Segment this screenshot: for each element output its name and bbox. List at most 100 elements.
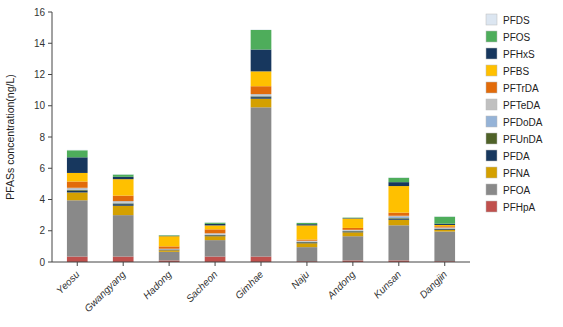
legend-swatch — [486, 48, 497, 59]
bar-segment — [113, 203, 134, 205]
y-axis-label: PFASs concentration(ng/L) — [4, 74, 16, 199]
x-tick-label: Sacheon — [184, 268, 220, 304]
legend-label: PFOA — [503, 185, 531, 196]
bar-segment — [159, 246, 180, 248]
x-tick — [123, 262, 124, 266]
legend-swatch — [486, 184, 497, 195]
y-tick-label: 12 — [34, 69, 46, 80]
legend-label: PFHxS — [503, 49, 535, 60]
bar-segment — [113, 201, 134, 203]
bar-segment — [343, 231, 364, 233]
x-tick-label: Kunsan — [371, 268, 403, 300]
bar-segment — [67, 257, 88, 262]
bar-segment — [205, 229, 226, 233]
x-tick-label: Dangjin — [417, 268, 449, 300]
bar-segment — [251, 86, 272, 94]
bar-segment — [388, 178, 409, 182]
bar-segment — [388, 219, 409, 221]
bar-segment — [67, 157, 88, 173]
bar-segment — [251, 99, 272, 108]
bar-segment — [343, 230, 364, 231]
legend-label: PFUnDA — [503, 134, 543, 145]
legend-label: PFHpA — [503, 202, 536, 213]
y-tick-label: 16 — [34, 7, 46, 18]
bar-segment — [388, 186, 409, 213]
bar-segment — [388, 220, 409, 225]
x-tick-label: Hadong — [141, 268, 174, 301]
legend-swatch — [486, 31, 497, 42]
bar-segment — [343, 231, 364, 232]
bar-segment — [205, 240, 226, 256]
x-tick — [169, 262, 170, 266]
bar-segment — [297, 247, 318, 261]
legend-swatch — [486, 150, 497, 161]
x-tick — [352, 262, 353, 266]
bar-segment — [67, 191, 88, 193]
bar-segment — [205, 224, 226, 226]
legend-label: PFOS — [503, 32, 531, 43]
bar-segment — [297, 242, 318, 243]
legend-label: PFBS — [503, 66, 529, 77]
bar-segment — [113, 204, 134, 206]
x-tick-label: Gwangyang — [82, 268, 128, 314]
bar-segment — [297, 224, 318, 225]
x-tick — [444, 262, 445, 266]
bar-segment — [159, 249, 180, 250]
x-tick — [261, 262, 262, 266]
bar-segment — [113, 179, 134, 195]
bar-segment — [251, 97, 272, 99]
legend-swatch — [486, 65, 497, 76]
y-tick-label: 8 — [39, 132, 45, 143]
bar-segment — [388, 216, 409, 217]
bar-segment — [388, 218, 409, 220]
legend-swatch — [486, 116, 497, 127]
y-tick-label: 2 — [39, 225, 45, 236]
bar-segment — [159, 235, 180, 236]
legend-label: PFTrDA — [503, 83, 539, 94]
y-tick — [48, 230, 52, 231]
bar-segment — [251, 50, 272, 72]
bar-segment — [297, 223, 318, 224]
bar-segment — [297, 241, 318, 242]
bar-segment — [67, 149, 88, 150]
bar-segment — [388, 217, 409, 218]
bar-segment — [297, 222, 318, 223]
bar-segment — [297, 225, 318, 239]
bar-segment — [113, 215, 134, 256]
bar-segment — [251, 94, 272, 96]
legend-swatch — [486, 133, 497, 144]
legend-label: PFTeDA — [503, 100, 541, 111]
bar-segment — [113, 196, 134, 201]
bar-segment — [67, 182, 88, 188]
bar-segment — [297, 243, 318, 247]
bar-segment — [113, 175, 134, 177]
legend-swatch — [486, 99, 497, 110]
bar-segment — [434, 216, 455, 217]
bar-segment — [434, 228, 455, 229]
y-tick-label: 4 — [39, 194, 45, 205]
y-tick — [48, 74, 52, 75]
bar-segment — [205, 222, 226, 223]
bar-segment — [251, 71, 272, 86]
bar-segment — [205, 234, 226, 235]
bar-segment — [434, 224, 455, 225]
bar-segment — [434, 225, 455, 226]
bar-segment — [297, 240, 318, 241]
y-tick — [48, 262, 52, 263]
bar-segment — [67, 188, 88, 190]
y-tick — [48, 43, 52, 44]
bar-segment — [251, 257, 272, 262]
bar-segment — [205, 257, 226, 262]
bar-segment — [343, 236, 364, 260]
y-tick-label: 14 — [34, 38, 46, 49]
bar-segment — [67, 200, 88, 256]
chart: 0246810121416YeosuGwangyangHadongSacheon… — [0, 0, 563, 327]
bar-segment — [434, 227, 455, 229]
bar-segment — [159, 250, 180, 252]
legend-swatch — [486, 201, 497, 212]
bar-segment — [67, 190, 88, 192]
bar-segment — [205, 233, 226, 234]
y-tick-label: 6 — [39, 163, 45, 174]
y-tick-label: 0 — [39, 257, 45, 268]
bar-segment — [434, 228, 455, 229]
